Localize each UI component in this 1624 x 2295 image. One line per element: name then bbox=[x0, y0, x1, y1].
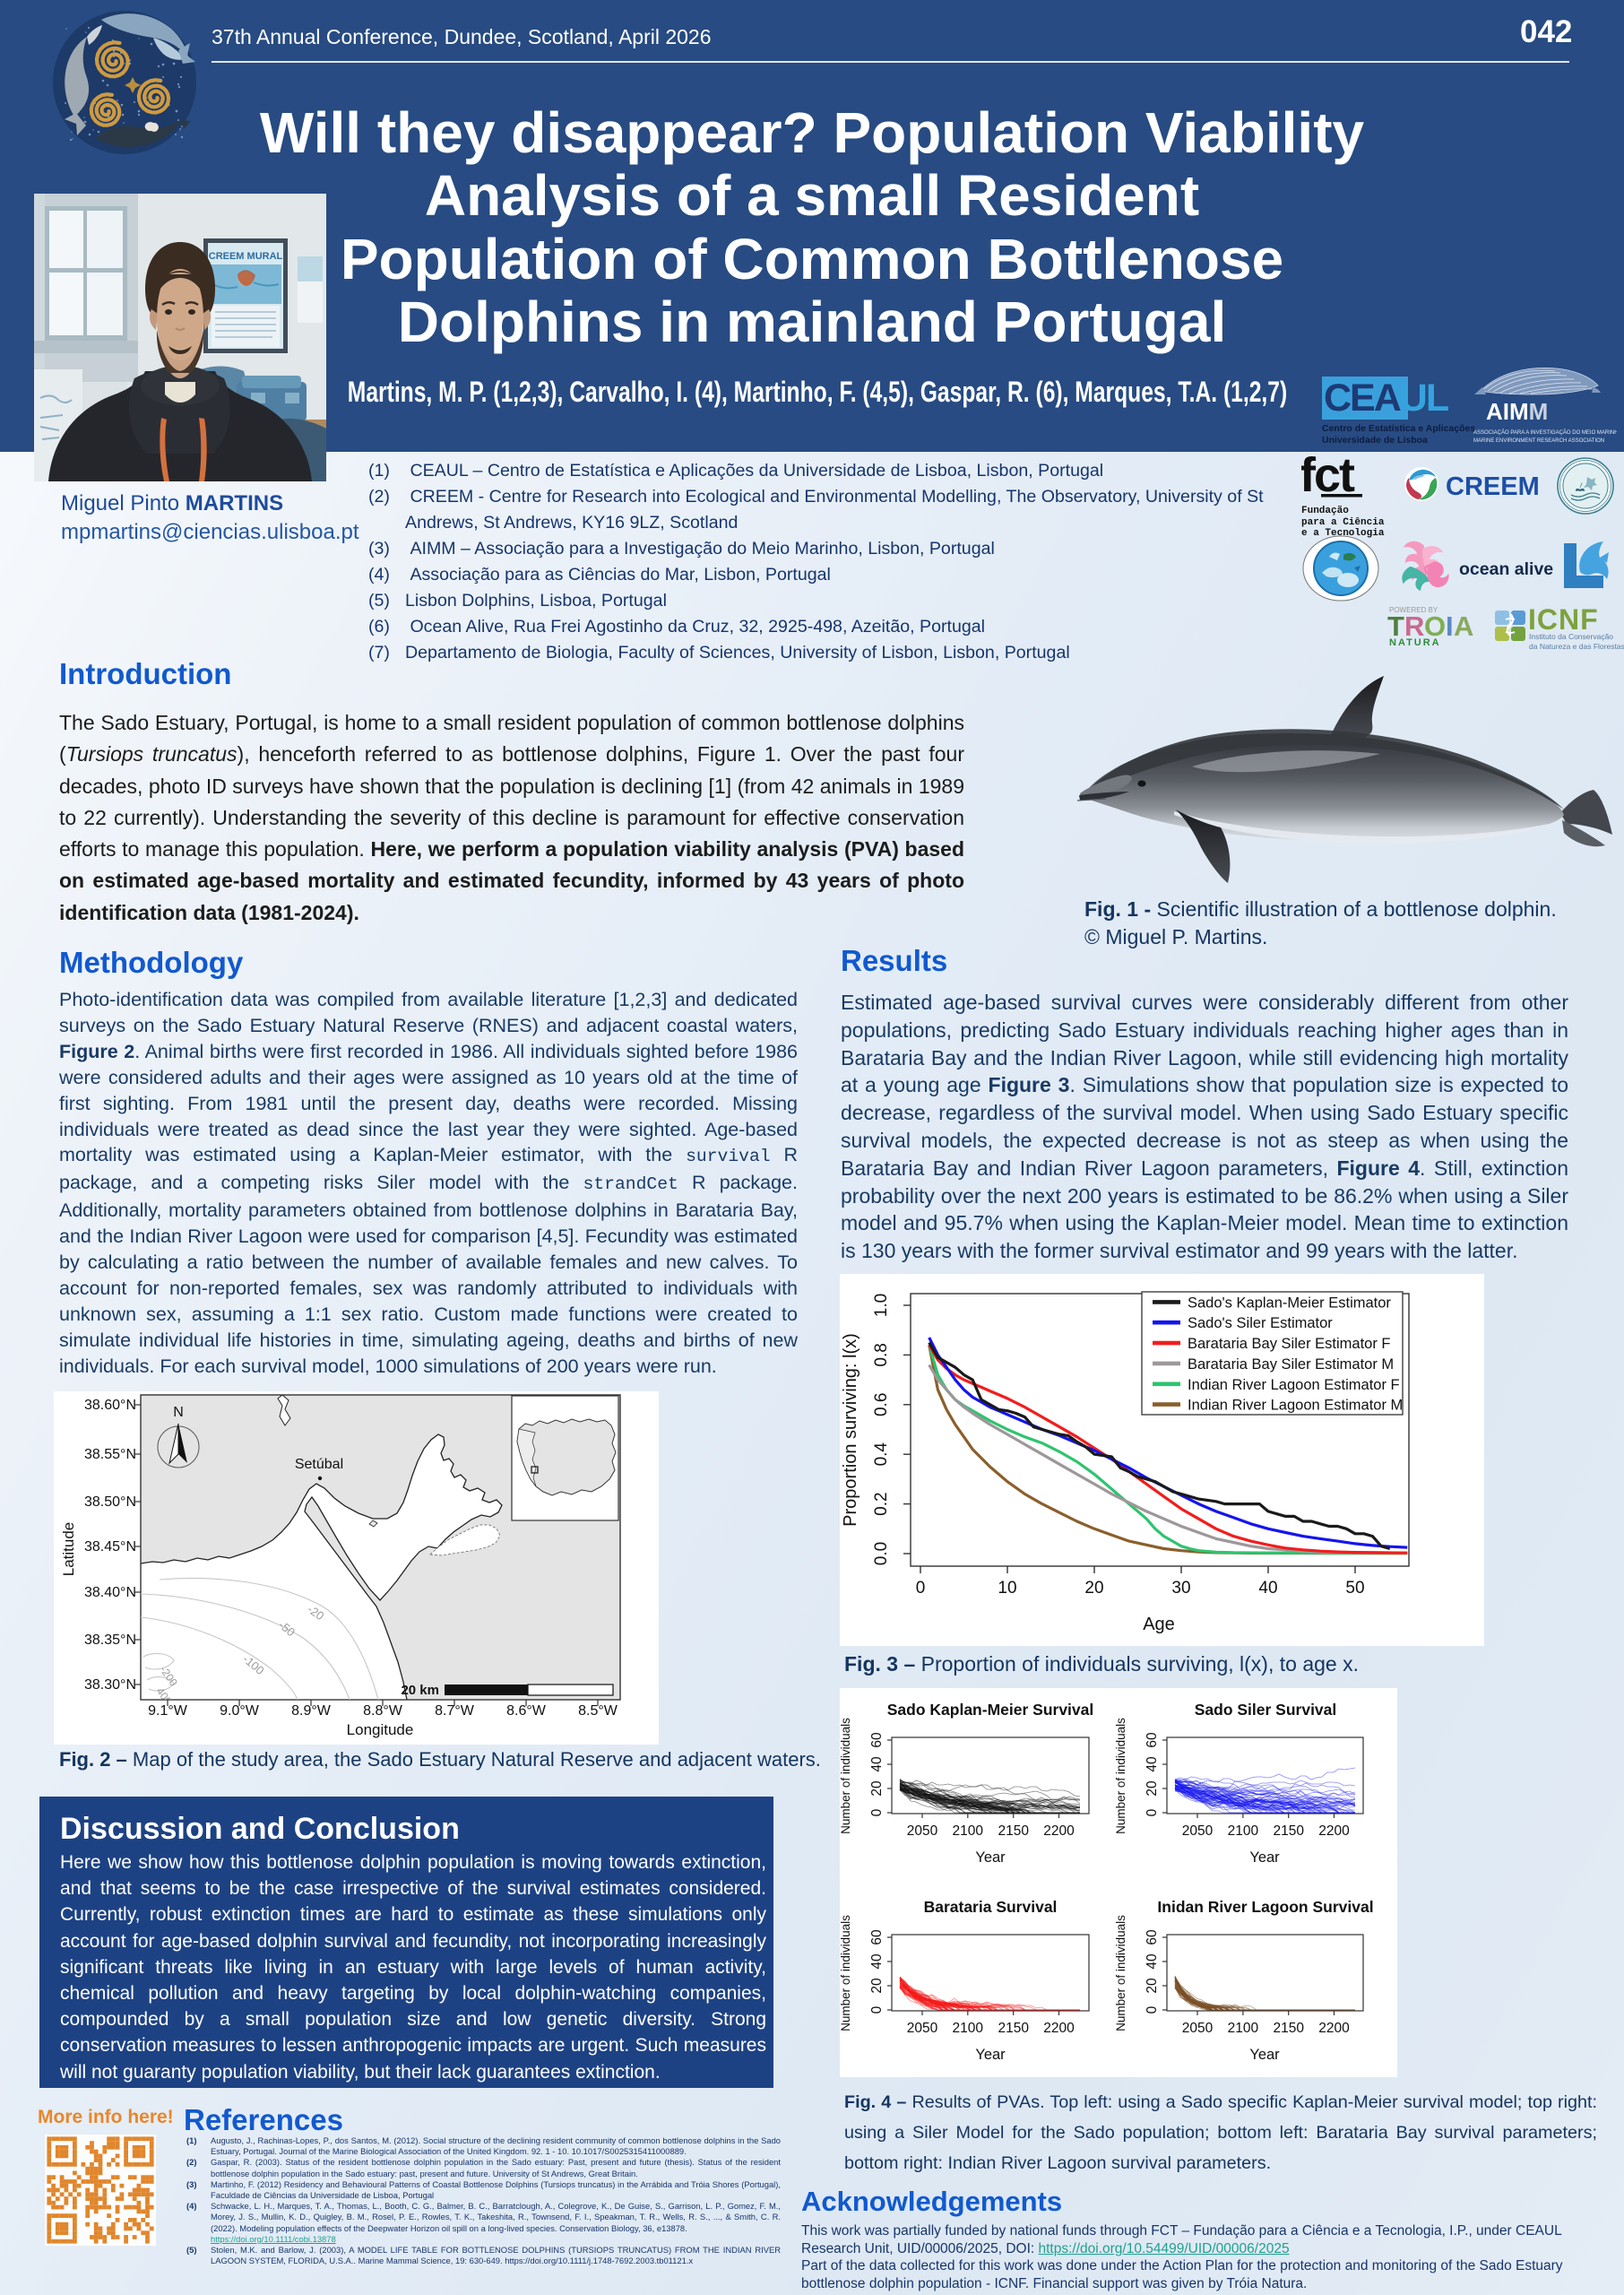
svg-text:Number of individuals: Number of individuals bbox=[840, 1718, 852, 1834]
svg-text:Longitude: Longitude bbox=[347, 1721, 414, 1738]
svg-text:Year: Year bbox=[1249, 2047, 1280, 2063]
svg-text:Year: Year bbox=[1249, 1849, 1280, 1866]
svg-text:8.5°W: 8.5°W bbox=[578, 1703, 618, 1719]
svg-text:40: 40 bbox=[1145, 1953, 1160, 1970]
svg-text:38.50°N: 38.50°N bbox=[84, 1494, 136, 1510]
svg-text:Indian River Lagoon Estimator: Indian River Lagoon Estimator F bbox=[1188, 1377, 1400, 1393]
svg-text:Barataria Bay Siler Estimator: Barataria Bay Siler Estimator F bbox=[1188, 1336, 1391, 1352]
svg-text:2200: 2200 bbox=[1043, 1823, 1075, 1839]
svg-text:0: 0 bbox=[1145, 2005, 1160, 2014]
svg-text:Centro de Estatística e Aplica: Centro de Estatística e Aplicações bbox=[1322, 423, 1475, 434]
svg-text:2050: 2050 bbox=[1182, 1823, 1214, 1839]
svg-text:Sado's Kaplan-Meier Estimator: Sado's Kaplan-Meier Estimator bbox=[1188, 1295, 1391, 1311]
svg-text:Setúbal: Setúbal bbox=[295, 1457, 343, 1472]
svg-text:Age: Age bbox=[1143, 1615, 1175, 1634]
svg-text:Number of individuals: Number of individuals bbox=[840, 1915, 852, 2031]
svg-text:O: O bbox=[1424, 611, 1446, 642]
svg-text:60: 60 bbox=[869, 1732, 885, 1748]
svg-text:0.6: 0.6 bbox=[872, 1393, 891, 1416]
svg-text:Instituto da Conservação: Instituto da Conservação bbox=[1529, 632, 1613, 641]
svg-text:2100: 2100 bbox=[953, 1823, 984, 1839]
svg-text:POWERED BY: POWERED BY bbox=[1389, 606, 1438, 614]
svg-text:38.40°N: 38.40°N bbox=[84, 1585, 136, 1600]
svg-text:60: 60 bbox=[869, 1929, 885, 1945]
svg-text:2050: 2050 bbox=[907, 1823, 938, 1839]
svg-text:20: 20 bbox=[1145, 1978, 1160, 1994]
svg-text:2150: 2150 bbox=[1273, 2021, 1304, 2036]
svg-text:0.0: 0.0 bbox=[872, 1542, 891, 1565]
svg-text:8.8°W: 8.8°W bbox=[363, 1703, 403, 1719]
svg-text:Inidan River Lagoon Survival: Inidan River Lagoon Survival bbox=[1157, 1898, 1373, 1916]
svg-text:A: A bbox=[1454, 611, 1473, 642]
svg-text:38.55°N: 38.55°N bbox=[84, 1447, 136, 1462]
svg-text:Sado Kaplan-Meier Survival: Sado Kaplan-Meier Survival bbox=[887, 1701, 1094, 1719]
svg-text:NATURA: NATURA bbox=[1389, 637, 1441, 646]
svg-text:38.35°N: 38.35°N bbox=[84, 1632, 136, 1648]
svg-text:R: R bbox=[1404, 611, 1424, 642]
svg-text:10: 10 bbox=[998, 1579, 1016, 1598]
svg-text:0: 0 bbox=[1145, 1808, 1160, 1816]
svg-text:40: 40 bbox=[869, 1953, 885, 1970]
svg-text:Year: Year bbox=[975, 2047, 1006, 2063]
svg-text:2200: 2200 bbox=[1318, 1823, 1350, 1839]
svg-text:50: 50 bbox=[1345, 1579, 1364, 1598]
svg-text:Barataria Survival: Barataria Survival bbox=[924, 1898, 1058, 1916]
svg-text:20: 20 bbox=[869, 1780, 885, 1797]
svg-text:1.0: 1.0 bbox=[872, 1294, 891, 1317]
svg-text:0.4: 0.4 bbox=[872, 1442, 891, 1467]
svg-text:2100: 2100 bbox=[1228, 1823, 1259, 1839]
svg-text:Number of individuals: Number of individuals bbox=[1114, 1915, 1127, 2031]
svg-text:40: 40 bbox=[869, 1756, 885, 1772]
svg-text:8.9°W: 8.9°W bbox=[291, 1703, 332, 1719]
svg-text:2100: 2100 bbox=[1228, 2021, 1259, 2036]
svg-text:9.1°W: 9.1°W bbox=[148, 1703, 188, 1719]
svg-text:38.30°N: 38.30°N bbox=[84, 1677, 136, 1693]
svg-text:T: T bbox=[1387, 611, 1404, 642]
svg-text:2200: 2200 bbox=[1318, 2021, 1350, 2036]
svg-text:30: 30 bbox=[1171, 1579, 1190, 1598]
svg-text:2050: 2050 bbox=[1182, 2021, 1214, 2036]
svg-text:20 km: 20 km bbox=[401, 1683, 439, 1698]
svg-text:20: 20 bbox=[1084, 1579, 1103, 1598]
svg-text:Sado Siler Survival: Sado Siler Survival bbox=[1195, 1701, 1337, 1719]
svg-text:N: N bbox=[173, 1405, 184, 1420]
svg-text:40: 40 bbox=[1258, 1579, 1277, 1598]
svg-text:2200: 2200 bbox=[1043, 2021, 1075, 2036]
svg-text:Year: Year bbox=[975, 1849, 1006, 1866]
svg-text:da Natureza e das Florestas: da Natureza e das Florestas bbox=[1529, 642, 1624, 651]
svg-text:2150: 2150 bbox=[998, 1823, 1029, 1839]
svg-text:0: 0 bbox=[869, 2005, 885, 2014]
svg-text:20: 20 bbox=[1145, 1780, 1160, 1797]
svg-text:Proportion surviving: l(x): Proportion surviving: l(x) bbox=[841, 1333, 860, 1527]
svg-text:2150: 2150 bbox=[998, 2021, 1029, 2036]
svg-text:0.8: 0.8 bbox=[872, 1343, 891, 1366]
svg-text:MARINE ENVIRONMENT RESEARCH AS: MARINE ENVIRONMENT RESEARCH ASSOCIATION bbox=[1473, 438, 1604, 444]
svg-text:Sado's Siler Estimator: Sado's Siler Estimator bbox=[1188, 1315, 1333, 1331]
svg-text:CREEM MURAL: CREEM MURAL bbox=[209, 251, 283, 262]
svg-text:40: 40 bbox=[1145, 1756, 1160, 1772]
svg-text:Latitude: Latitude bbox=[60, 1522, 77, 1577]
svg-text:60: 60 bbox=[1145, 1929, 1160, 1945]
svg-text:2050: 2050 bbox=[907, 2021, 938, 2036]
svg-text:8.6°W: 8.6°W bbox=[506, 1703, 547, 1719]
svg-text:fct: fct bbox=[1301, 454, 1355, 498]
svg-text:2150: 2150 bbox=[1273, 1823, 1304, 1839]
svg-text:20: 20 bbox=[869, 1978, 885, 1994]
svg-text:38.60°N: 38.60°N bbox=[84, 1398, 136, 1413]
svg-text:ASSOCIAÇÃO PARA A INVESTIGAÇÃO: ASSOCIAÇÃO PARA A INVESTIGAÇÃO DO MEIO M… bbox=[1473, 429, 1617, 436]
svg-text:Barataria Bay Siler Estimator: Barataria Bay Siler Estimator M bbox=[1188, 1356, 1394, 1373]
svg-text:0: 0 bbox=[916, 1579, 926, 1598]
svg-text:9.0°W: 9.0°W bbox=[220, 1703, 260, 1719]
svg-text:2100: 2100 bbox=[953, 2021, 984, 2036]
svg-text:38.45°N: 38.45°N bbox=[84, 1539, 136, 1555]
svg-text:60: 60 bbox=[1145, 1732, 1160, 1748]
svg-text:0: 0 bbox=[869, 1808, 885, 1816]
svg-text:0.2: 0.2 bbox=[872, 1492, 891, 1515]
svg-text:I: I bbox=[1446, 611, 1454, 642]
svg-text:8.7°W: 8.7°W bbox=[435, 1703, 475, 1719]
svg-text:Number of individuals: Number of individuals bbox=[1114, 1718, 1127, 1834]
svg-text:Universidade de Lisboa: Universidade de Lisboa bbox=[1322, 435, 1428, 446]
svg-text:Indian River Lagoon Estimator: Indian River Lagoon Estimator M bbox=[1188, 1398, 1403, 1414]
